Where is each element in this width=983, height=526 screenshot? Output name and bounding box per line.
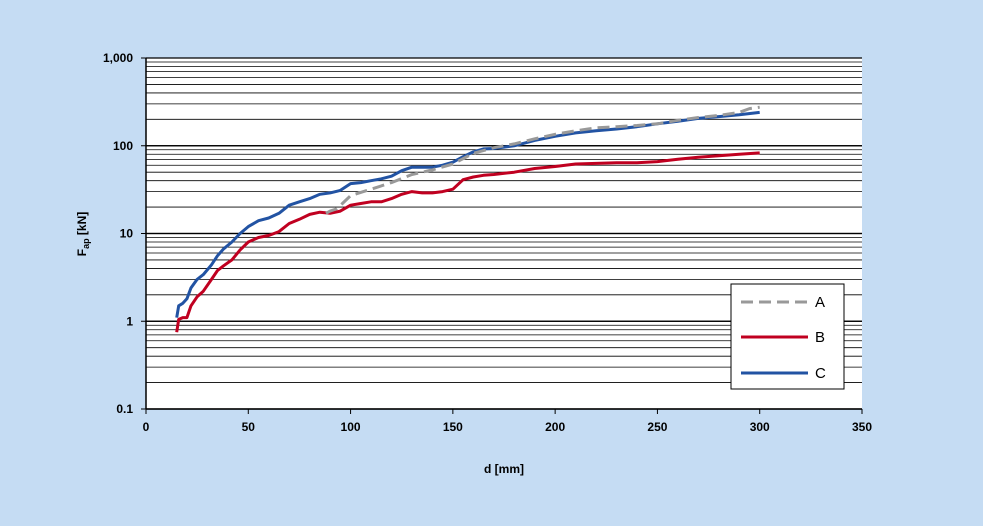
legend-label-a: A: [815, 294, 825, 311]
x-tick-label: 100: [341, 420, 361, 434]
series-line-b: [175, 151, 760, 333]
y-tick-label: 100: [113, 139, 133, 153]
x-tick-label: 0: [143, 420, 150, 434]
y-tick-label: 1: [126, 314, 133, 328]
y-axis-title-subscript: ap: [81, 238, 91, 249]
x-tick-label: 350: [852, 420, 872, 434]
data-series: [175, 105, 760, 333]
y-axis-title: Fap [kN]: [75, 212, 91, 257]
y-tick-label: 1,000: [103, 51, 133, 65]
y-tick-label: 0.1: [116, 402, 133, 416]
y-axis-title-unit: [kN]: [75, 212, 89, 239]
x-tick-label: 250: [647, 420, 667, 434]
x-axis-title: d [mm]: [484, 462, 524, 476]
series-line-c: [175, 110, 760, 318]
series-line-a: [325, 105, 760, 215]
x-tick-label: 200: [545, 420, 565, 434]
legend-label-b: B: [815, 329, 825, 346]
x-tick-label: 50: [242, 420, 256, 434]
x-tick-label: 300: [750, 420, 770, 434]
legend-label-c: C: [815, 365, 826, 382]
axes: 0 50 100 150 200 250 300 350 0.1 1 10 100 1,000: [103, 51, 872, 434]
legend: A B C: [730, 283, 845, 390]
x-tick-label: 150: [443, 420, 463, 434]
y-axis-title-main: F: [75, 249, 89, 256]
y-tick-label: 10: [120, 227, 134, 241]
